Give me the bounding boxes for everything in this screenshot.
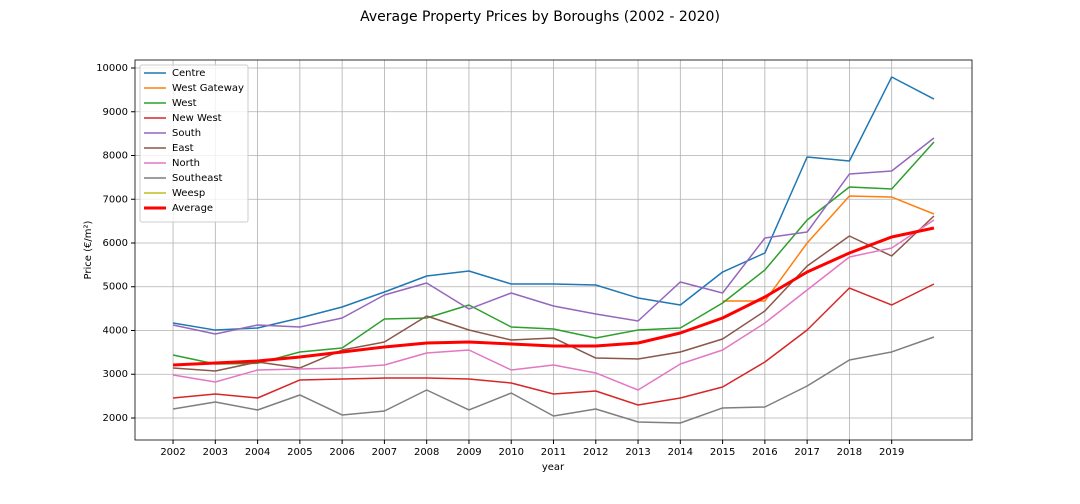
- y-tick-label: 5000: [103, 282, 128, 293]
- x-tick-label: 2009: [456, 447, 481, 458]
- x-tick-label: 2010: [499, 447, 524, 458]
- legend-box: [139, 64, 249, 223]
- y-tick-label: 3000: [103, 369, 128, 380]
- x-tick-label: 2018: [837, 447, 862, 458]
- y-tick-label: 8000: [103, 151, 128, 162]
- y-axis-label: Price (€/m²): [83, 220, 94, 279]
- series-line: [172, 219, 935, 391]
- series-line: [172, 226, 935, 367]
- y-tick-label: 7000: [103, 194, 128, 205]
- x-tick-label: 2008: [414, 447, 439, 458]
- series-line: [172, 141, 935, 365]
- x-tick-label: 2002: [160, 447, 185, 458]
- series-line: [172, 336, 935, 424]
- legend-label: East: [172, 143, 194, 154]
- chart-title: Average Property Prices by Boroughs (200…: [360, 9, 720, 25]
- legend: Centre West Gateway West New West South East N…: [139, 64, 249, 223]
- x-axis-label: year: [542, 462, 565, 473]
- series-line: [722, 195, 935, 302]
- legend-label: South: [172, 128, 201, 139]
- legend-label: Average: [172, 203, 213, 214]
- x-tick-label: 2014: [668, 447, 693, 458]
- plot-frame: [134, 59, 973, 441]
- legend-label: Weesp: [172, 188, 205, 199]
- legend-label: West: [172, 98, 197, 109]
- x-tick-label: 2007: [372, 447, 397, 458]
- x-tick-label: 2012: [583, 447, 608, 458]
- series-line: [172, 283, 935, 406]
- x-tick-label: 2015: [710, 447, 735, 458]
- legend-label: West Gateway: [172, 83, 244, 94]
- y-tick-label: 9000: [103, 107, 128, 118]
- legend-label: Centre: [172, 68, 205, 79]
- x-tick-label: 2006: [329, 447, 354, 458]
- x-tick-label: 2003: [203, 447, 228, 458]
- series-line: [172, 137, 935, 335]
- x-tick-label: 2011: [541, 447, 566, 458]
- y-tick-label: 6000: [103, 238, 128, 249]
- x-tick-label: 2013: [625, 447, 650, 458]
- legend-label: North: [172, 158, 200, 169]
- y-tick-label: 10000: [96, 63, 128, 74]
- legend-label: New West: [172, 113, 222, 124]
- y-tick-label: 2000: [103, 413, 128, 424]
- x-tick-label: 2019: [879, 447, 904, 458]
- x-tick-label: 2005: [287, 447, 312, 458]
- x-tick-label: 2004: [245, 447, 270, 458]
- series-line: [172, 215, 935, 372]
- x-tick-label: 2017: [794, 447, 819, 458]
- series-line: [172, 76, 935, 331]
- x-tick-label: 2016: [752, 447, 777, 458]
- legend-label: Southeast: [172, 173, 223, 184]
- y-tick-label: 4000: [103, 325, 128, 336]
